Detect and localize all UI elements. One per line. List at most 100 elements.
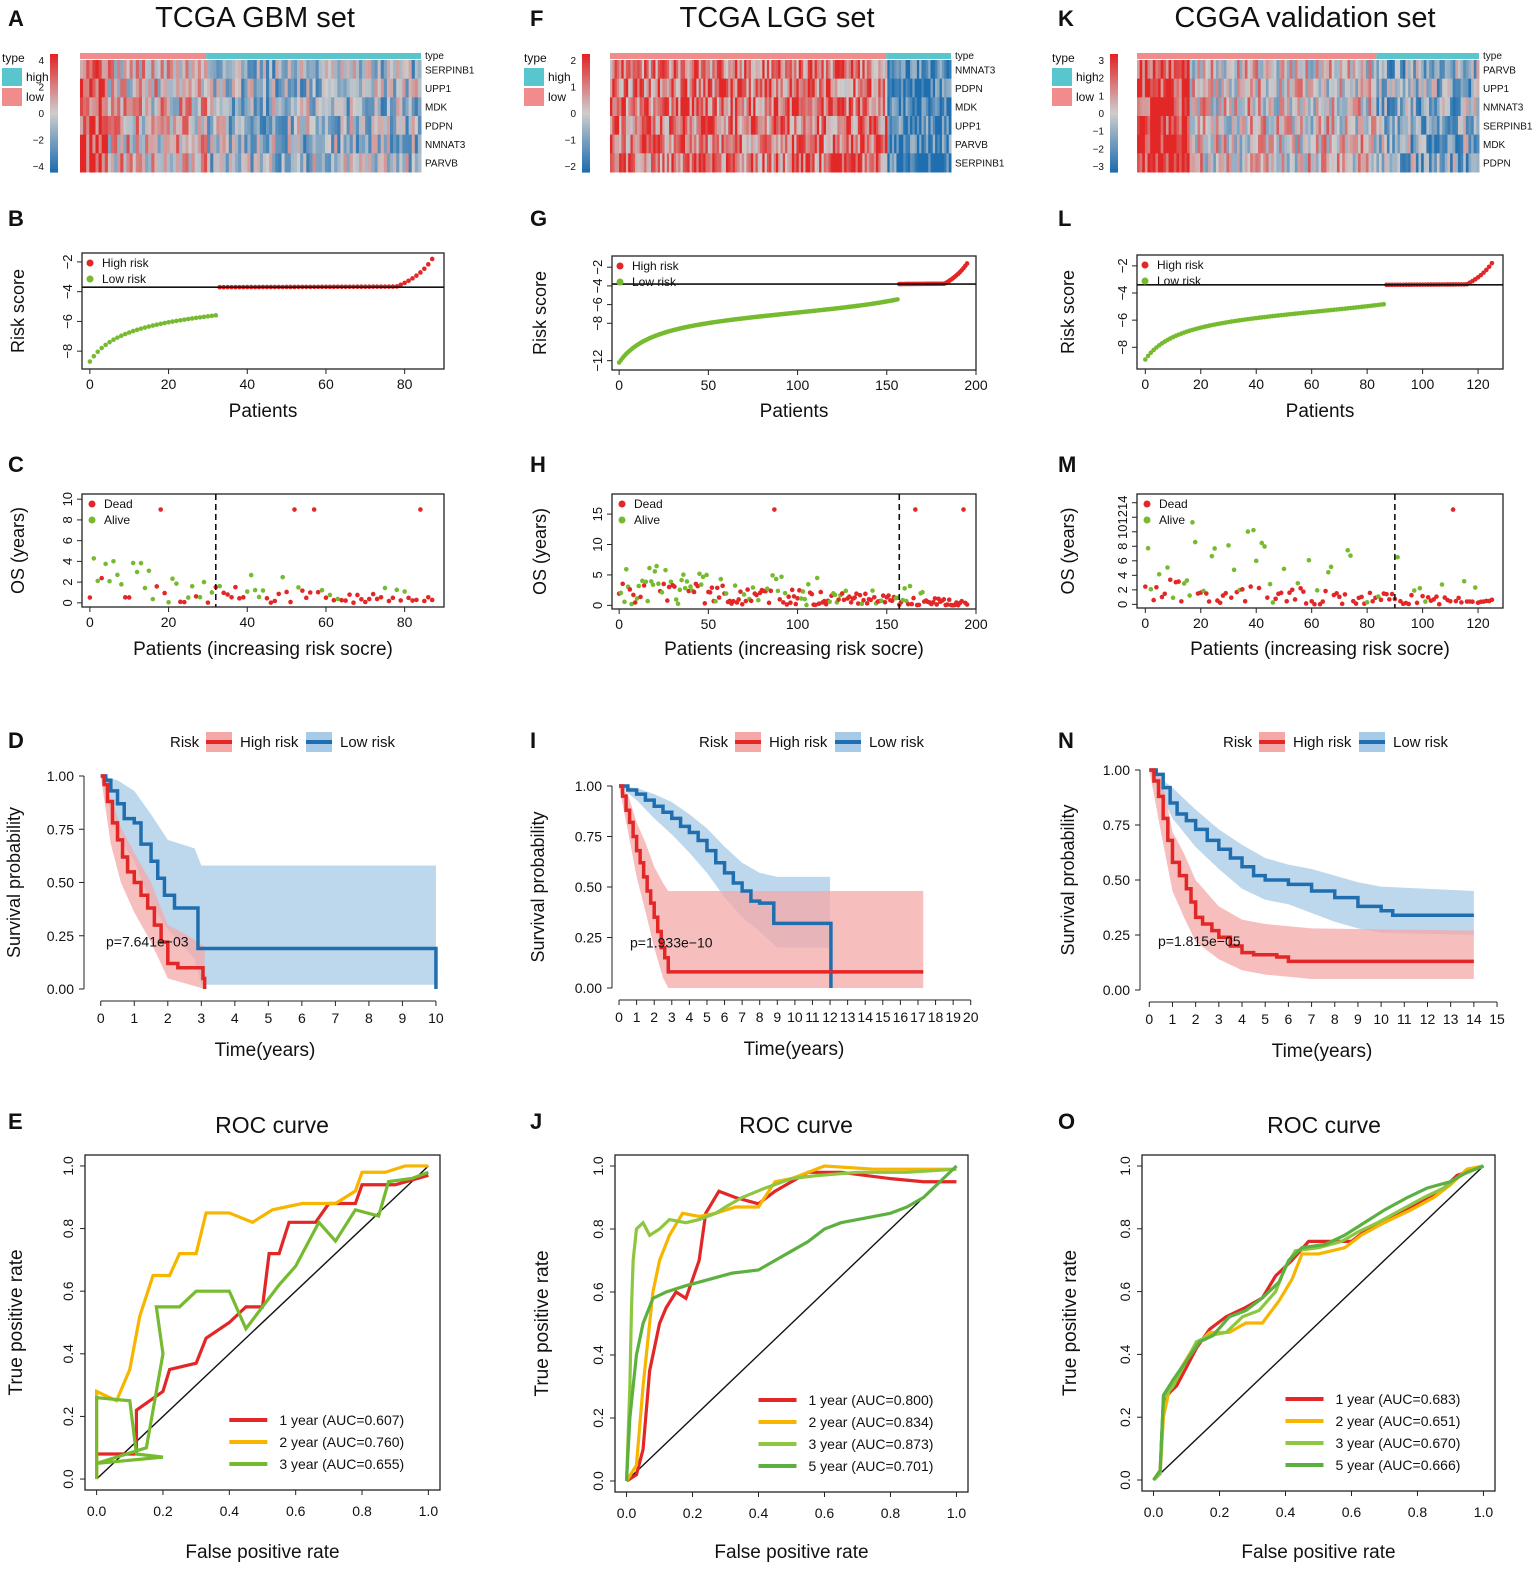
heatmap-cell bbox=[935, 97, 938, 117]
heatmap-cell bbox=[619, 153, 622, 173]
heatmap-cell bbox=[238, 134, 242, 154]
heatmap-cell bbox=[823, 60, 827, 80]
heatmap-cell bbox=[278, 134, 282, 154]
heatmap-cell bbox=[200, 78, 205, 98]
gene-label: MDK bbox=[955, 103, 978, 114]
heatmap-cell bbox=[1379, 78, 1383, 98]
heatmap-cell bbox=[791, 78, 795, 98]
heatmap-cell bbox=[324, 78, 329, 98]
heatmap-cell bbox=[1184, 78, 1188, 98]
os-point bbox=[804, 602, 809, 608]
heatmap-cell bbox=[839, 116, 843, 136]
heatmap-cell bbox=[803, 134, 807, 154]
heatmap-cell bbox=[275, 97, 279, 117]
heatmap-cell bbox=[1147, 60, 1151, 80]
y-tick-label: 0.00 bbox=[47, 981, 74, 997]
os-point bbox=[779, 574, 784, 580]
heatmap-cell bbox=[948, 153, 952, 173]
heatmap-cell bbox=[1389, 134, 1393, 154]
heatmap-cell bbox=[1415, 97, 1419, 117]
heatmap-cell bbox=[625, 60, 629, 80]
heatmap-cell bbox=[746, 78, 750, 98]
heatmap-cell bbox=[1407, 78, 1412, 98]
heatmap-cell bbox=[1418, 134, 1422, 154]
heatmap-cell bbox=[191, 97, 196, 117]
heatmap-cell bbox=[889, 97, 893, 117]
os-point bbox=[772, 507, 777, 512]
heatmap-cell bbox=[272, 78, 276, 98]
heatmap-cell bbox=[359, 97, 363, 117]
heatmap-cell bbox=[1276, 60, 1280, 80]
heatmap-cell bbox=[1444, 78, 1448, 98]
heatmap-cell bbox=[1273, 116, 1277, 136]
os-point bbox=[1159, 594, 1165, 600]
heatmap-cell bbox=[318, 116, 323, 136]
x-tick-label: 0.4 bbox=[749, 1505, 769, 1521]
heatmap-cell bbox=[374, 97, 379, 117]
os-point bbox=[1345, 547, 1351, 553]
heatmap-cell bbox=[219, 60, 224, 80]
heatmap-cell bbox=[1202, 116, 1206, 136]
x-tick-label: 60 bbox=[1304, 615, 1320, 631]
x-tick-label: 40 bbox=[239, 376, 255, 392]
heatmap-cell bbox=[287, 134, 292, 154]
heatmap-cell bbox=[352, 153, 357, 173]
heatmap-cell bbox=[1379, 153, 1383, 173]
x-tick-label: 8 bbox=[365, 1010, 373, 1026]
heatmap-cell bbox=[1181, 60, 1185, 80]
heatmap-cell bbox=[894, 153, 897, 173]
heatmap-cell bbox=[1373, 153, 1377, 173]
heatmap-cell bbox=[1242, 78, 1246, 98]
colorbar-segment bbox=[1110, 169, 1118, 173]
heatmap-cell bbox=[1160, 60, 1164, 80]
heatmap-cell bbox=[324, 60, 329, 80]
heatmap-cell bbox=[1339, 153, 1343, 173]
os-point bbox=[1226, 543, 1231, 548]
os-point bbox=[315, 589, 321, 595]
risk-point bbox=[185, 316, 191, 322]
legend-dot-alive bbox=[88, 516, 96, 524]
heatmap-cell bbox=[925, 116, 929, 136]
os-point bbox=[800, 589, 806, 594]
heatmap-cell bbox=[1163, 134, 1167, 154]
heatmap-cell bbox=[819, 97, 822, 117]
heatmap-cell bbox=[1260, 153, 1264, 173]
x-tick-label: 0 bbox=[97, 1010, 105, 1026]
heatmap-cell bbox=[281, 60, 286, 80]
heatmap-cell bbox=[176, 60, 180, 80]
heatmap-cell bbox=[1397, 97, 1401, 117]
os-point bbox=[107, 578, 112, 584]
heatmap-cell bbox=[1350, 153, 1354, 173]
heatmap-cell bbox=[921, 134, 925, 154]
heatmap-cell bbox=[1142, 78, 1146, 98]
heatmap-cell bbox=[1205, 134, 1209, 154]
heatmap-cell bbox=[837, 153, 841, 173]
os-point bbox=[1353, 601, 1359, 606]
heatmap-cell bbox=[1321, 134, 1325, 154]
heatmap-cell bbox=[89, 116, 93, 136]
heatmap-cell bbox=[1205, 153, 1209, 173]
os-point bbox=[841, 597, 847, 603]
p-value: p=7.641e−03 bbox=[106, 933, 189, 949]
heatmap-cell bbox=[612, 134, 616, 154]
heatmap-cell bbox=[730, 78, 734, 98]
risk-point bbox=[406, 278, 411, 284]
heatmap-cell bbox=[262, 97, 267, 117]
heatmap-cell bbox=[1152, 97, 1156, 117]
heatmap-cell bbox=[723, 97, 727, 117]
colorbar-segment bbox=[50, 101, 58, 105]
heatmap-cell bbox=[284, 78, 289, 98]
heatmap-cell bbox=[1439, 134, 1443, 154]
risk-point bbox=[130, 328, 136, 334]
heatmap-cell bbox=[1263, 78, 1267, 98]
heatmap-cell bbox=[1176, 60, 1180, 80]
heatmap-cell bbox=[1168, 78, 1172, 98]
heatmap-cell bbox=[399, 60, 403, 80]
heatmap-row bbox=[80, 134, 422, 154]
roc-title: ROC curve bbox=[215, 1112, 329, 1138]
heatmap-cell bbox=[1197, 134, 1201, 154]
heatmap-cell bbox=[730, 60, 734, 80]
heatmap-cell bbox=[1229, 153, 1233, 173]
heatmap-cell bbox=[1400, 78, 1404, 98]
heatmap-cell bbox=[244, 134, 248, 154]
